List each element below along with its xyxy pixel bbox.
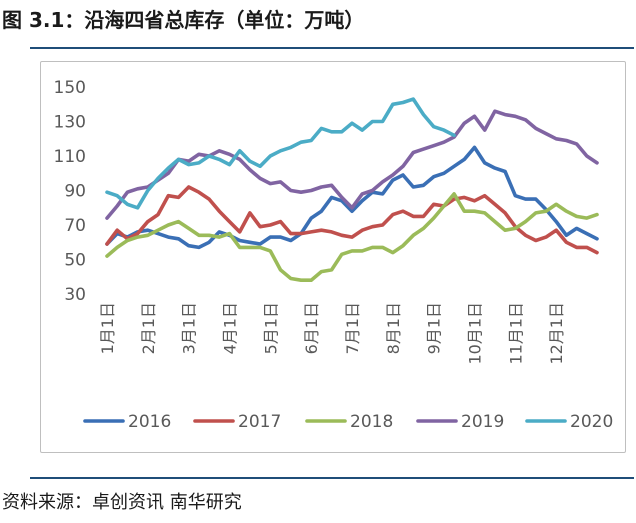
x-tick-label: 9月1日 [425,302,444,354]
legend-label-2016: 2016 [128,412,171,432]
x-tick-label: 11月1日 [506,302,525,365]
bottom-divider [30,477,634,479]
x-tick-label: 1月1日 [98,302,117,354]
y-tick-label: 50 [64,251,86,271]
series-line-2019 [105,109,599,220]
legend-label-2018: 2018 [350,412,393,432]
figure-title: 图 3.1：沿海四省总库存（单位：万吨） [2,8,365,32]
x-tick-label: 8月1日 [384,302,403,354]
x-tick-label: 6月1日 [302,302,321,354]
legend-label-2017: 2017 [238,412,281,432]
series-line-2020 [105,97,456,210]
top-divider [30,47,634,49]
x-tick-label: 5月1日 [261,302,280,354]
series-line-2016 [105,145,599,250]
x-tick-label: 2月1日 [139,302,158,354]
source-note: 资料来源：卓创资讯 南华研究 [2,492,242,513]
x-tick-label: 12月1日 [547,302,566,365]
series-line-2018 [105,192,599,283]
y-tick-label: 150 [54,78,86,98]
x-tick-label: 4月1日 [221,302,240,354]
x-tick-label: 10月1日 [466,302,485,365]
x-tick-label: 3月1日 [180,302,199,354]
x-tick-label: 7月1日 [343,302,362,354]
legend-label-2019: 2019 [461,412,504,432]
chart-frame [40,61,626,453]
y-tick-label: 110 [54,147,86,167]
y-tick-label: 70 [64,216,86,236]
y-tick-label: 90 [64,182,86,202]
y-tick-label: 30 [64,285,86,305]
y-tick-label: 130 [54,113,86,133]
legend-label-2020: 2020 [570,412,613,432]
